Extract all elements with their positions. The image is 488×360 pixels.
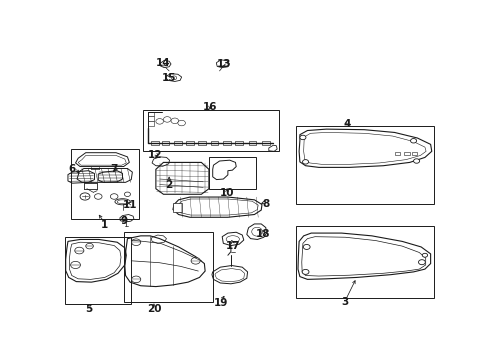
Bar: [65, 237, 131, 304]
Bar: [70, 149, 139, 219]
Circle shape: [413, 159, 419, 163]
Bar: [210, 141, 218, 145]
Circle shape: [163, 117, 171, 122]
Circle shape: [178, 120, 185, 126]
Text: 1: 1: [101, 220, 108, 230]
Circle shape: [80, 193, 90, 200]
Circle shape: [94, 194, 102, 199]
Bar: [223, 141, 230, 145]
Bar: [173, 203, 181, 212]
Text: 14: 14: [156, 58, 170, 68]
Circle shape: [75, 247, 84, 254]
Text: 12: 12: [147, 150, 162, 161]
Circle shape: [110, 194, 118, 199]
Ellipse shape: [226, 236, 239, 243]
Bar: [248, 141, 256, 145]
Circle shape: [156, 118, 163, 124]
Circle shape: [124, 192, 130, 197]
Circle shape: [410, 139, 416, 143]
Bar: [148, 121, 154, 126]
Text: 2: 2: [165, 180, 172, 190]
Circle shape: [418, 260, 425, 265]
Bar: [262, 141, 269, 145]
Text: 3: 3: [341, 297, 348, 307]
Bar: [296, 226, 433, 298]
Text: 18: 18: [255, 229, 269, 239]
Text: 7: 7: [110, 164, 118, 174]
Bar: [161, 141, 169, 145]
Text: 13: 13: [216, 59, 231, 69]
Circle shape: [171, 118, 178, 123]
Bar: [186, 141, 193, 145]
Circle shape: [171, 76, 176, 80]
Text: 17: 17: [225, 240, 240, 251]
Bar: [403, 152, 409, 156]
Ellipse shape: [115, 199, 130, 205]
Circle shape: [299, 135, 305, 140]
Ellipse shape: [251, 227, 262, 236]
Bar: [198, 141, 205, 145]
Circle shape: [131, 276, 141, 283]
Circle shape: [70, 261, 81, 269]
Circle shape: [422, 253, 427, 257]
Text: 10: 10: [220, 188, 234, 198]
Bar: [208, 157, 256, 189]
Bar: [151, 141, 159, 145]
Text: 8: 8: [262, 199, 269, 209]
Circle shape: [302, 269, 308, 274]
Bar: [142, 110, 279, 151]
Circle shape: [85, 243, 93, 249]
Circle shape: [303, 244, 309, 249]
Bar: [174, 141, 181, 145]
Text: 19: 19: [214, 298, 228, 308]
Text: 15: 15: [162, 73, 176, 83]
Text: 5: 5: [85, 304, 92, 314]
Circle shape: [191, 257, 200, 264]
Circle shape: [131, 239, 141, 246]
Bar: [148, 112, 154, 116]
Text: 6: 6: [69, 164, 76, 174]
Text: 11: 11: [123, 201, 138, 210]
Bar: [123, 232, 212, 302]
Ellipse shape: [117, 200, 127, 204]
Bar: [394, 152, 400, 156]
Text: 16: 16: [203, 102, 217, 112]
Circle shape: [302, 159, 308, 164]
Text: 4: 4: [343, 118, 350, 129]
Text: 9: 9: [120, 216, 127, 226]
Bar: [296, 126, 433, 204]
Bar: [148, 116, 154, 121]
Bar: [411, 152, 417, 156]
Text: 20: 20: [146, 304, 161, 314]
Bar: [235, 141, 243, 145]
